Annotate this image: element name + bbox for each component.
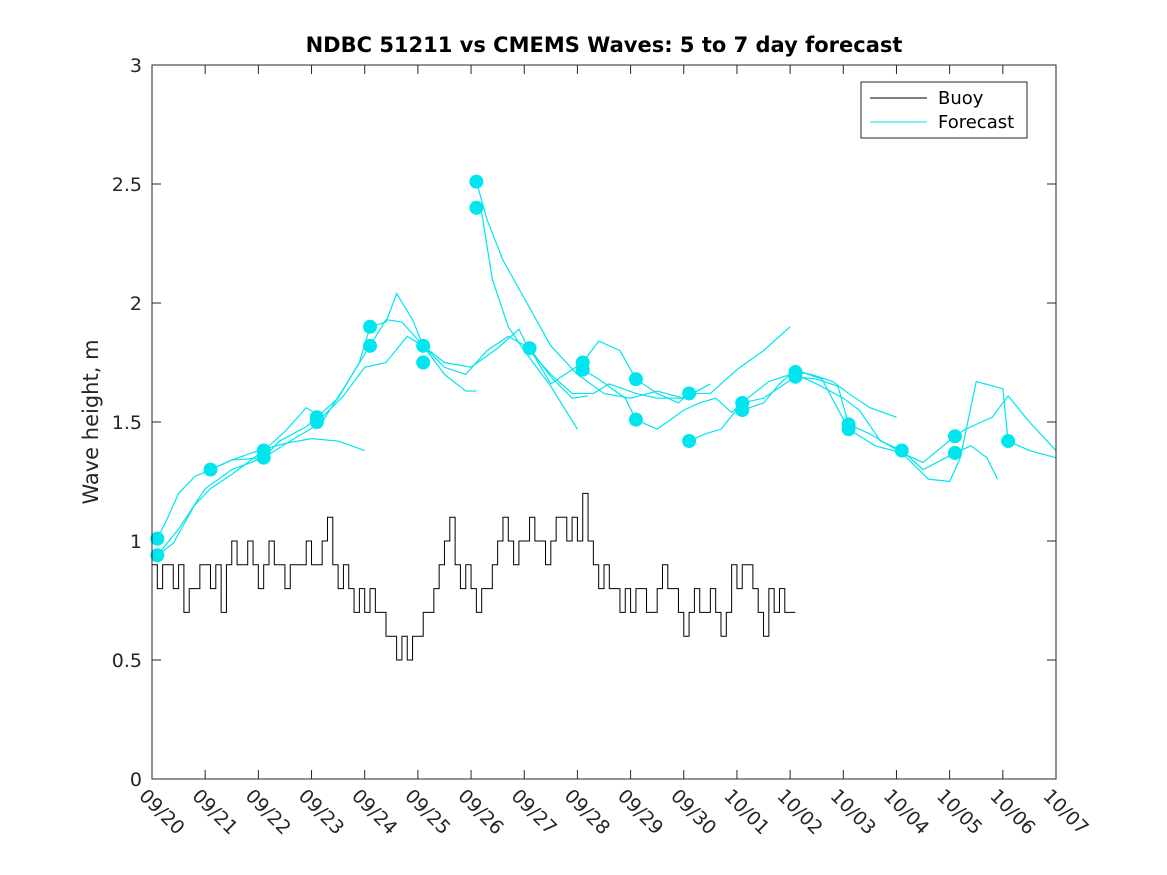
forecast-start-marker-11 [416, 355, 431, 370]
buoy-series-line [152, 492, 796, 661]
legend-box [860, 81, 1028, 139]
plot-frame [151, 64, 1057, 780]
forecast-start-marker-5 [256, 450, 271, 465]
y-tick-label: 2 [130, 293, 142, 315]
forecast-start-marker-27 [894, 443, 909, 458]
y-tick-label: 2.5 [112, 174, 142, 196]
forecast-start-marker-28 [947, 429, 962, 444]
forecast-start-marker-17 [628, 372, 643, 387]
forecast-start-marker-29 [947, 445, 962, 460]
forecast-start-marker-20 [682, 434, 697, 449]
forecast-start-marker-2 [150, 548, 165, 563]
y-tick-label: 0.5 [112, 650, 142, 672]
legend-label-forecast: Forecast [938, 112, 1014, 133]
forecast-series-line-10 [742, 368, 1057, 483]
series-layer [150, 174, 1057, 661]
forecast-series-line-6 [475, 207, 578, 430]
forecast-start-marker-8 [363, 319, 378, 334]
forecast-start-marker-10 [416, 338, 431, 353]
forecast-start-marker-24 [788, 369, 803, 384]
y-axis-label: Wave height, m [79, 339, 103, 504]
forecast-start-marker-26 [841, 422, 856, 437]
y-tick-label: 1.5 [112, 412, 142, 434]
forecast-start-marker-13 [469, 200, 484, 215]
chart-title: NDBC 51211 vs CMEMS Waves: 5 to 7 day fo… [306, 33, 903, 57]
forecast-start-marker-7 [309, 415, 324, 429]
forecast-series-line-5 [475, 181, 684, 399]
forecast-start-marker-22 [735, 403, 750, 418]
plot-area [152, 65, 1056, 779]
forecast-start-marker-16 [575, 362, 590, 377]
forecast-start-marker-30 [1001, 434, 1016, 449]
forecast-start-marker-12 [469, 174, 484, 189]
forecast-start-marker-19 [682, 386, 697, 401]
y-tick-label: 1 [130, 531, 142, 553]
y-tick-label: 3 [130, 55, 142, 77]
forecast-start-marker-3 [203, 462, 218, 477]
y-tick-label: 0 [130, 769, 142, 791]
forecast-start-marker-18 [628, 412, 643, 427]
legend-label-buoy: Buoy [938, 88, 984, 109]
forecast-start-marker-14 [522, 341, 537, 356]
forecast-start-marker-1 [150, 531, 165, 546]
forecast-start-marker-9 [363, 338, 378, 353]
legend: Buoy Forecast [860, 81, 1028, 139]
